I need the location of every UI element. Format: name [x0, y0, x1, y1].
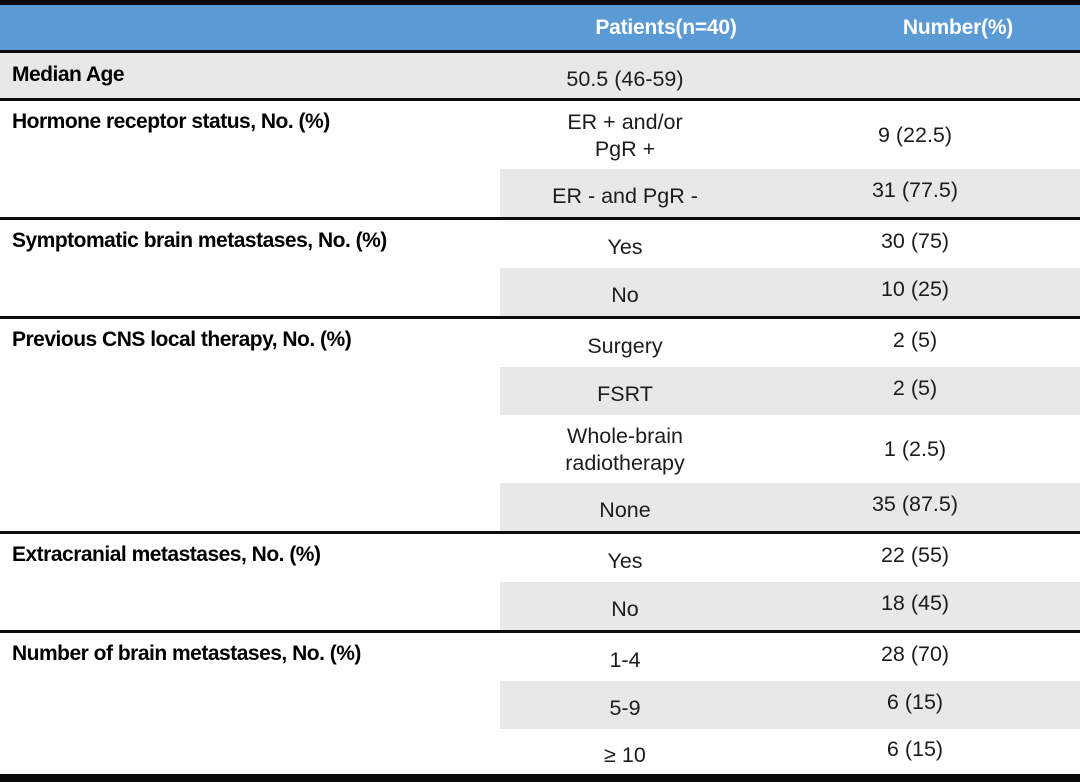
section-median-age: Median Age 50.5 (46-59)	[0, 50, 1080, 98]
row-label: Hormone receptor status, No. (%)	[12, 110, 330, 133]
table-header-row: Patients(n=40) Number(%)	[0, 5, 1080, 50]
table-row: No 10 (25)	[500, 268, 1080, 316]
number-cell: 10 (25)	[880, 277, 950, 302]
number-cell: 18 (45)	[880, 591, 950, 616]
number-cell: 2 (5)	[892, 376, 938, 401]
table-row: Whole-brain radiotherapy 1 (2.5)	[500, 415, 1080, 483]
number-cell	[750, 53, 1080, 98]
value-cell: ≥ 10	[604, 742, 646, 767]
row-label: Symptomatic brain metastases, No. (%)	[12, 229, 387, 252]
number-cell: 6 (15)	[886, 736, 944, 761]
number-cell: 30 (75)	[880, 229, 950, 254]
table-row: Yes 30 (75)	[500, 220, 1080, 268]
number-cell: 35 (87.5)	[871, 492, 959, 517]
number-cell: 1 (2.5)	[883, 436, 947, 461]
table-row: 5-9 6 (15)	[500, 681, 1080, 729]
value-cell: 50.5 (46-59)	[566, 66, 684, 91]
row-label: Median Age	[12, 63, 125, 86]
value-cell: No	[611, 597, 639, 622]
value-cell: FSRT	[597, 382, 653, 407]
section-hormone-receptor-status: Hormone receptor status, No. (%) ER + an…	[0, 98, 1080, 217]
value-cell: Yes	[607, 235, 643, 260]
number-cell: 31 (77.5)	[871, 178, 959, 203]
value-cell: Surgery	[587, 334, 663, 359]
table-row: 1-4 28 (70)	[500, 633, 1080, 681]
value-cell: None	[599, 498, 651, 523]
table-row: Yes 22 (55)	[500, 534, 1080, 582]
header-number-column: Number(%)	[902, 15, 1014, 39]
section-previous-cns-local-therapy: Previous CNS local therapy, No. (%) Surg…	[0, 316, 1080, 531]
table-top-rule	[0, 0, 1080, 5]
table-row: ER + and/or PgR + 9 (22.5)	[500, 101, 1080, 169]
table-row: None 35 (87.5)	[500, 483, 1080, 531]
value-cell: 5-9	[609, 696, 641, 721]
value-cell: Yes	[607, 549, 643, 574]
value-cell: Whole-brain radiotherapy	[565, 424, 685, 475]
table-row: FSRT 2 (5)	[500, 367, 1080, 415]
value-cell: No	[611, 283, 639, 308]
header-patients-column: Patients(n=40)	[595, 15, 737, 39]
number-cell: 28 (70)	[880, 642, 950, 667]
row-label: Extracranial metastases, No. (%)	[12, 543, 321, 566]
number-cell: 9 (22.5)	[877, 122, 953, 147]
table-row: 50.5 (46-59)	[500, 53, 1080, 98]
table-bottom-rule	[0, 774, 1080, 782]
row-label: Previous CNS local therapy, No. (%)	[12, 328, 352, 351]
section-symptomatic-brain-metastases: Symptomatic brain metastases, No. (%) Ye…	[0, 217, 1080, 316]
value-cell: ER + and/or PgR +	[567, 110, 683, 161]
table-row: ≥ 10 6 (15)	[500, 729, 1080, 774]
number-cell: 6 (15)	[886, 690, 944, 715]
value-cell: 1-4	[609, 648, 641, 673]
row-label: Number of brain metastases, No. (%)	[12, 642, 361, 665]
table-row: Surgery 2 (5)	[500, 319, 1080, 367]
number-cell: 2 (5)	[892, 328, 938, 353]
section-number-of-brain-metastases: Number of brain metastases, No. (%) 1-4 …	[0, 630, 1080, 774]
table-row: ER - and PgR - 31 (77.5)	[500, 169, 1080, 217]
value-cell: ER - and PgR -	[552, 184, 698, 209]
table-row: No 18 (45)	[500, 582, 1080, 630]
number-cell: 22 (55)	[880, 543, 950, 568]
section-extracranial-metastases: Extracranial metastases, No. (%) Yes 22 …	[0, 531, 1080, 630]
